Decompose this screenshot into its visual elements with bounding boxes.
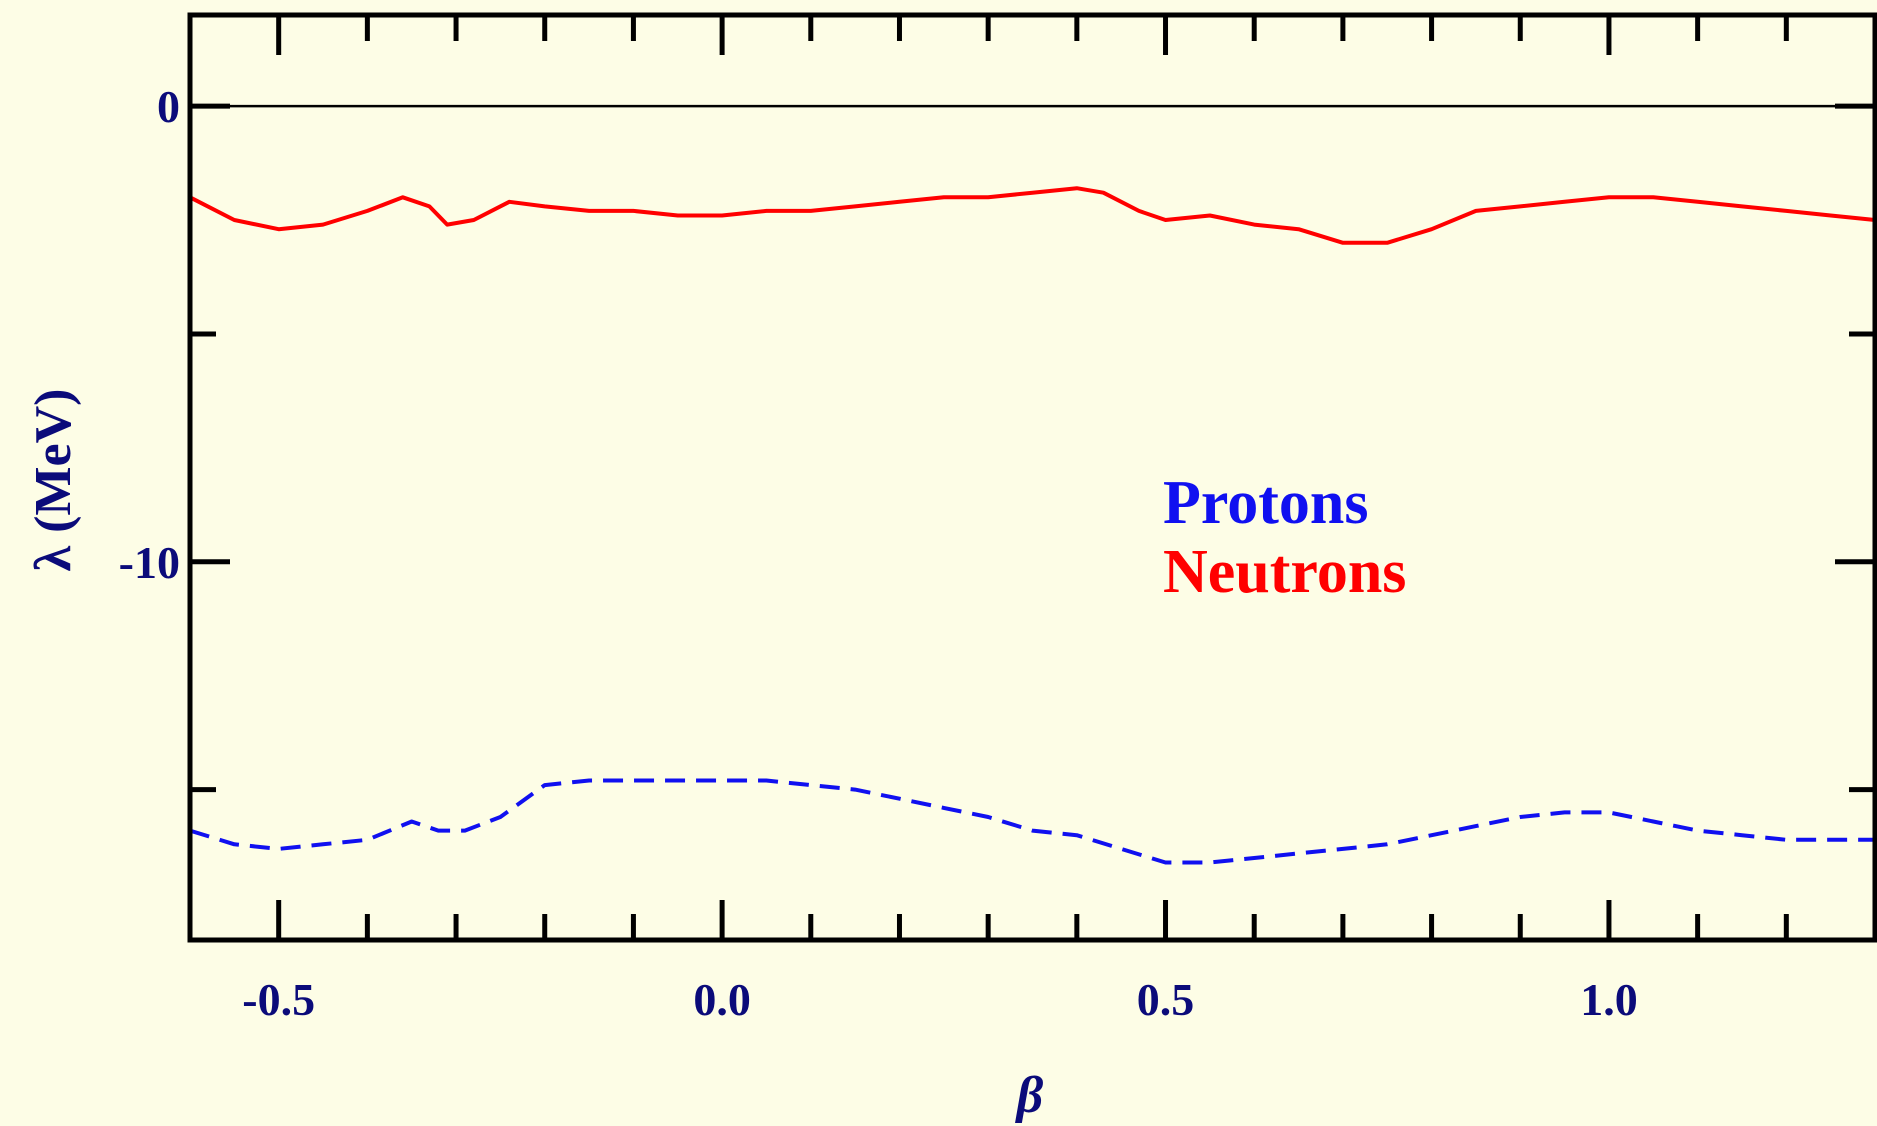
x-axis-label: β [1015, 1067, 1044, 1124]
series-layer [189, 186, 1876, 865]
series-line-neutrons [189, 186, 1876, 245]
x-tick-label: 1.0 [1580, 974, 1638, 1025]
x-tick-label: -0.5 [242, 974, 315, 1025]
y-tick-label: 0 [157, 81, 180, 132]
x-tick-label: 0.5 [1137, 974, 1195, 1025]
series-line-protons [189, 778, 1875, 865]
y-tick-label: -10 [119, 537, 180, 588]
plot-frame [187, 12, 1877, 943]
x-tick-label: 0.0 [693, 974, 751, 1025]
legend-protons: Protons [1163, 469, 1369, 537]
x-tick-labels: -0.5 0.0 0.5 1.0 [242, 974, 1637, 1025]
y-tick-labels: 0 -10 [119, 81, 180, 588]
legend-neutrons: Neutrons [1163, 538, 1406, 606]
y-axis-label: λ (MeV) [25, 389, 82, 572]
